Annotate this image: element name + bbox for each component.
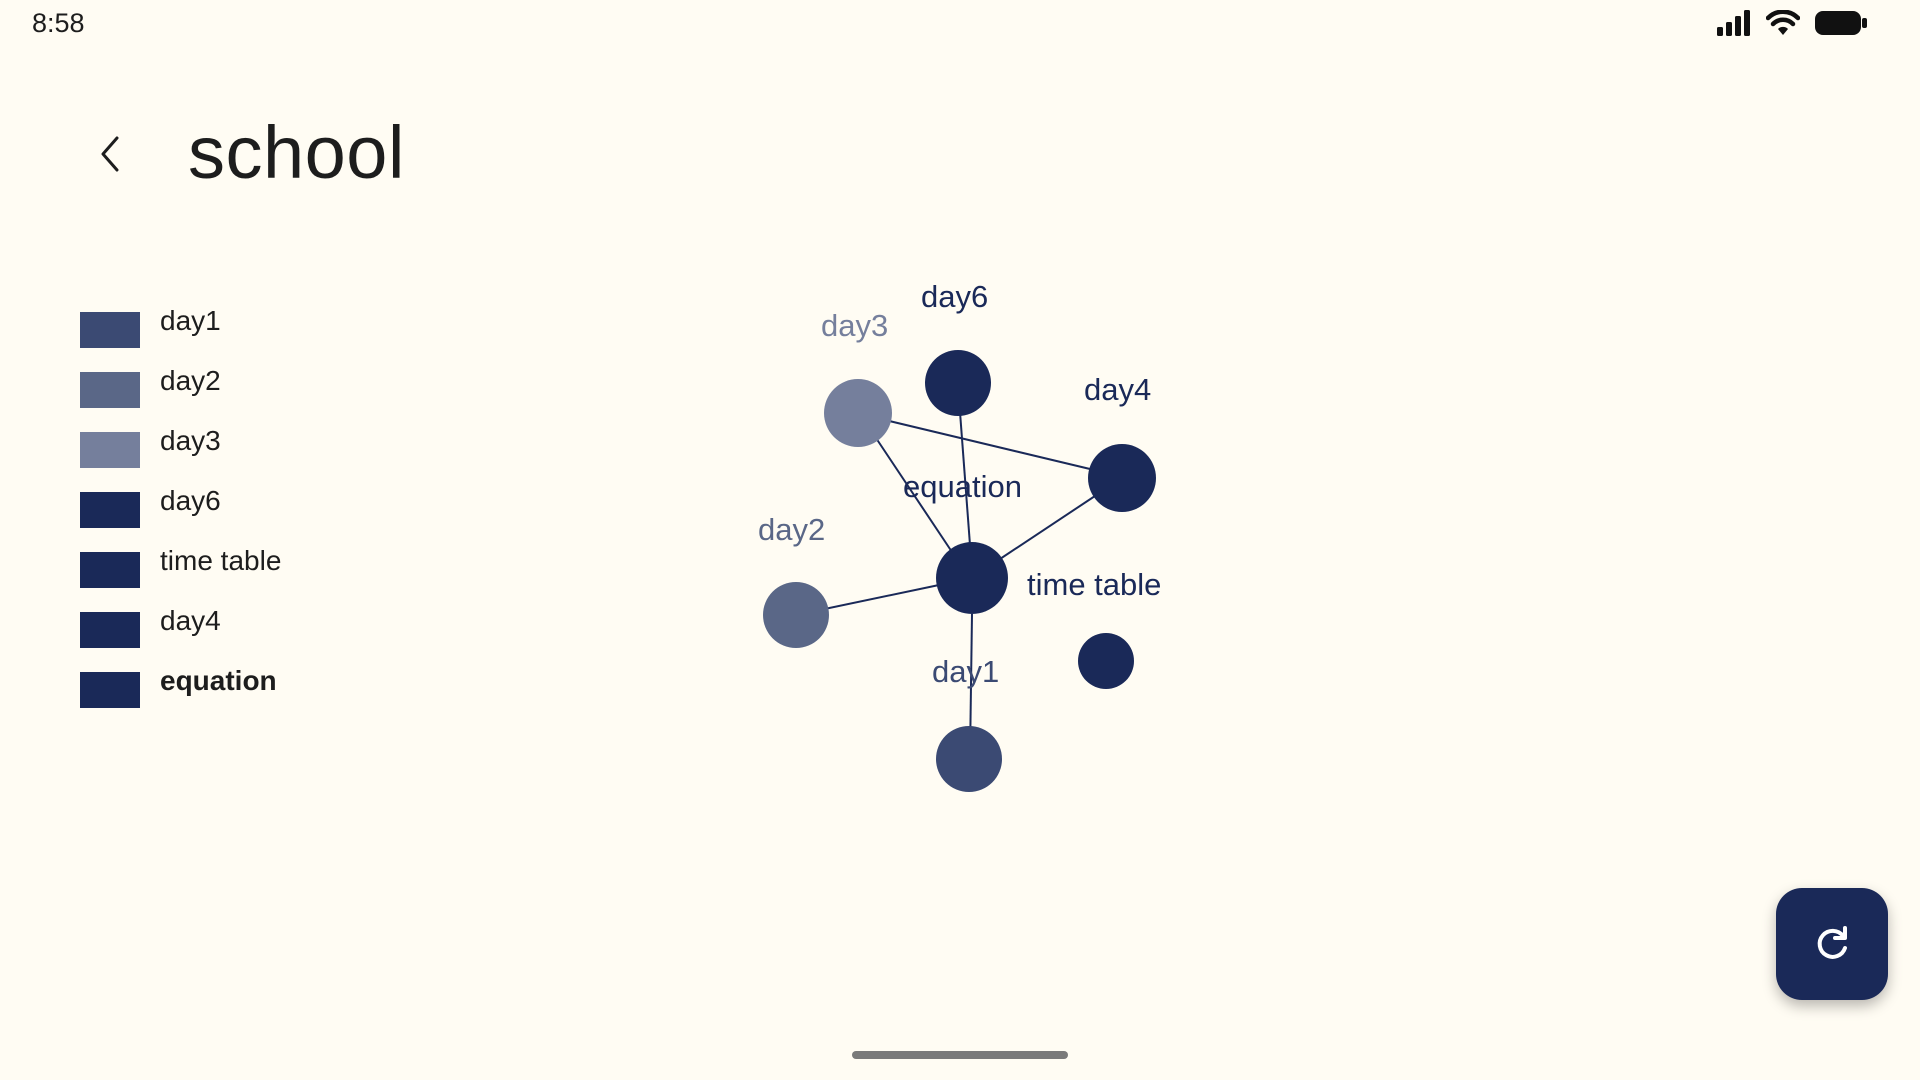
graph-node-day4[interactable] (1088, 444, 1156, 512)
graph-nodes (763, 350, 1156, 792)
legend-swatch (80, 552, 140, 588)
home-indicator (852, 1051, 1068, 1059)
wifi-icon (1766, 10, 1800, 36)
legend-swatch (80, 312, 140, 348)
graph-node-label-time-table: time table (1027, 567, 1161, 602)
legend-item-time-table[interactable]: time table (80, 536, 281, 596)
legend-item-equation[interactable]: equation (80, 656, 281, 716)
legend: day1 day2 day3 day6 time table day4 equa… (80, 296, 281, 716)
graph-node-unlabeled[interactable] (1078, 633, 1134, 689)
graph-node-label-equation: equation (903, 469, 1022, 504)
legend-swatch (80, 372, 140, 408)
legend-swatch (80, 432, 140, 468)
legend-item-day3[interactable]: day3 (80, 416, 281, 476)
status-icons (1716, 10, 1868, 36)
graph-node-label-day6: day6 (921, 279, 988, 314)
legend-label: equation (160, 665, 277, 697)
chevron-left-icon (99, 136, 121, 172)
page-title: school (188, 108, 405, 198)
legend-item-day1[interactable]: day1 (80, 296, 281, 356)
refresh-button[interactable] (1776, 888, 1888, 1000)
legend-label: day3 (160, 425, 221, 457)
legend-item-day2[interactable]: day2 (80, 356, 281, 416)
back-button[interactable] (80, 124, 140, 184)
graph-node-day2[interactable] (763, 582, 829, 648)
legend-swatch (80, 672, 140, 708)
refresh-icon (1812, 924, 1852, 964)
status-time: 8:58 (32, 8, 85, 39)
battery-icon (1814, 10, 1868, 36)
graph-edge-day4-time-table (1000, 494, 1098, 559)
legend-swatch (80, 612, 140, 648)
graph-edge-day3-day4 (860, 414, 1090, 469)
legend-item-day4[interactable]: day4 (80, 596, 281, 656)
graph-node-label-day3: day3 (821, 308, 888, 343)
legend-label: day2 (160, 365, 221, 397)
graph-node-label-day2: day2 (758, 512, 825, 547)
legend-label: time table (160, 545, 281, 577)
legend-swatch (80, 492, 140, 528)
graph-node-day1[interactable] (936, 726, 1002, 792)
graph-node-day6[interactable] (925, 350, 991, 416)
graph-node-label-day4: day4 (1084, 372, 1151, 407)
legend-label: day4 (160, 605, 221, 637)
legend-item-day6[interactable]: day6 (80, 476, 281, 536)
graph-node-time-table[interactable] (936, 542, 1008, 614)
legend-label: day6 (160, 485, 221, 517)
graph-node-label-day1: day1 (932, 654, 999, 689)
legend-label: day1 (160, 305, 221, 337)
graph-node-day3[interactable] (824, 379, 892, 447)
graph-edge-day6-time-table (960, 412, 970, 545)
cellular-signal-icon (1716, 10, 1752, 36)
